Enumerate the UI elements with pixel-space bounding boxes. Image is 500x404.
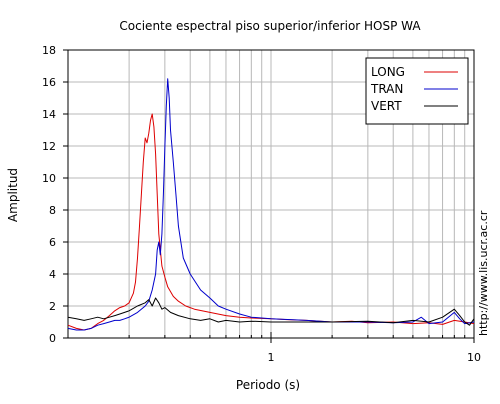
source-url-text: http://www.lis.ucr.ac.cr bbox=[477, 210, 490, 336]
axis-ticks: 0 2 4 6 8 10 12 14 16 18 1 10 bbox=[42, 44, 481, 364]
y-tick-label: 14 bbox=[42, 108, 56, 121]
legend: LONG TRAN VERT bbox=[365, 57, 469, 125]
series-lines bbox=[67, 78, 475, 331]
x-tick-label: 10 bbox=[467, 351, 481, 364]
y-tick-label: 12 bbox=[42, 140, 56, 153]
y-tick-label: 6 bbox=[49, 236, 56, 249]
chart-title: Cociente espectral piso superior/inferio… bbox=[119, 19, 421, 33]
y-tick-label: 2 bbox=[49, 300, 56, 313]
legend-label-long: LONG bbox=[371, 65, 405, 79]
series-line-vert bbox=[67, 297, 475, 326]
y-tick-label: 18 bbox=[42, 44, 56, 57]
y-axis-title: Amplitud bbox=[6, 168, 20, 222]
y-tick-label: 8 bbox=[49, 204, 56, 217]
legend-label-vert: VERT bbox=[371, 99, 402, 113]
x-axis-title: Periodo (s) bbox=[236, 378, 300, 392]
legend-box bbox=[365, 57, 469, 125]
y-tick-label: 10 bbox=[42, 172, 56, 185]
y-tick-label: 4 bbox=[49, 268, 56, 281]
legend-label-tran: TRAN bbox=[370, 82, 403, 96]
y-tick-label: 16 bbox=[42, 76, 56, 89]
y-tick-label: 0 bbox=[49, 332, 56, 345]
x-tick-label: 1 bbox=[268, 351, 275, 364]
